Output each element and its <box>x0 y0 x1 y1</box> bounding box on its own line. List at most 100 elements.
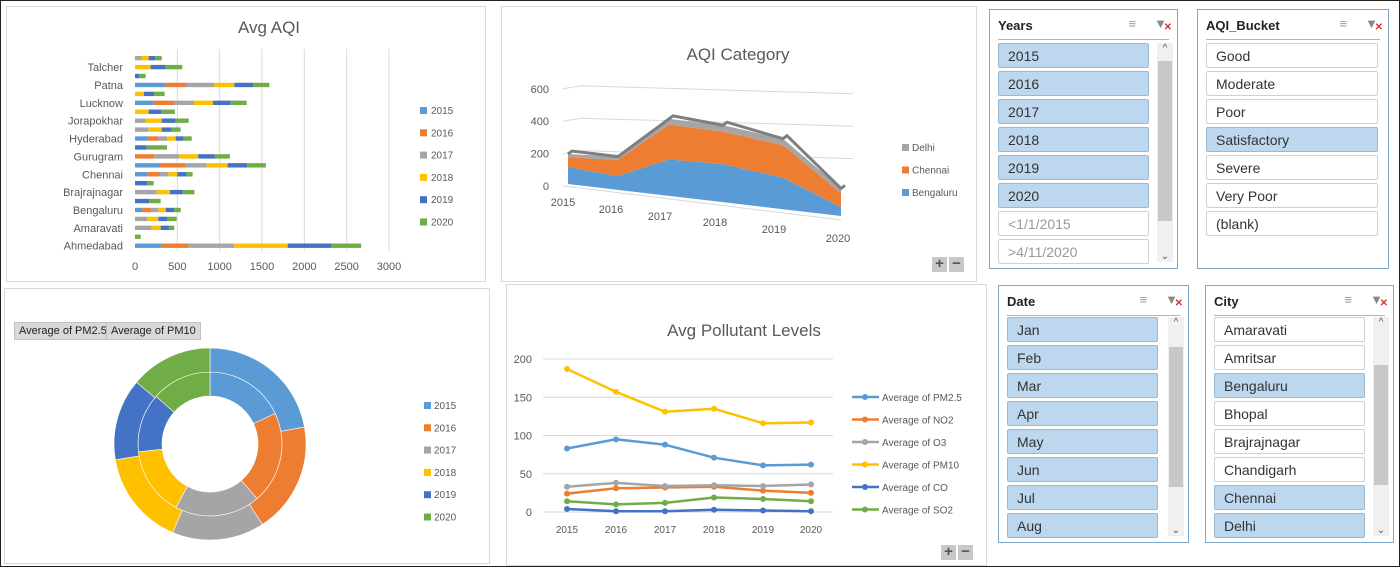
slicer-item[interactable]: <1/1/2015 <box>998 211 1149 236</box>
slicer-item[interactable]: 2019 <box>998 155 1149 180</box>
bar-segment <box>156 189 171 195</box>
slicer-item[interactable]: Bengaluru <box>1214 373 1365 398</box>
scrollbar-thumb[interactable] <box>1158 61 1172 221</box>
legend-label: Chennai <box>912 166 949 177</box>
legend-swatch <box>902 189 909 196</box>
slicer-item[interactable]: Feb <box>1007 345 1158 370</box>
chart-title: AQI Category <box>687 45 790 64</box>
scroll-up-icon[interactable]: ^ <box>1173 317 1179 328</box>
slicer-item[interactable]: Apr <box>1007 401 1158 426</box>
legend-marker <box>862 506 868 513</box>
slicer-item[interactable]: (blank) <box>1206 211 1378 236</box>
scrollbar[interactable]: ^ ⌄ <box>1168 317 1184 536</box>
slicer-item[interactable]: Chandigarh <box>1214 457 1365 482</box>
bar-segment <box>135 118 146 123</box>
expand-button[interactable]: + <box>941 544 956 560</box>
bar-segment <box>135 100 154 106</box>
bar-segment <box>185 163 207 168</box>
slicer-item[interactable]: Severe <box>1206 155 1378 180</box>
bar-segment <box>234 82 253 88</box>
data-point <box>662 482 668 489</box>
slicer-item[interactable]: Satisfactory <box>1206 127 1378 152</box>
x-tick-label: 2015 <box>556 525 579 536</box>
slicer-item[interactable]: Good <box>1206 43 1378 68</box>
scroll-up-icon[interactable]: ^ <box>1162 43 1168 54</box>
multi-select-icon[interactable]: ≡ <box>1339 16 1348 31</box>
slicer-item[interactable]: Poor <box>1206 99 1378 124</box>
slicer-item[interactable]: 2018 <box>998 127 1149 152</box>
legend-marker <box>862 461 868 468</box>
slicer-date: Date ≡ ▼ ✕ Jan Feb Mar Apr May Jun Jul Aug ^ ⌄ <box>998 285 1189 543</box>
data-point <box>711 405 717 412</box>
slicer-years: Years ≡ ▼ ✕ 2015 2016 2017 2018 2019 2020 <1/1/2… <box>989 9 1178 269</box>
data-point <box>564 483 570 490</box>
scrollbar[interactable]: ^ ⌄ <box>1373 317 1389 536</box>
bar-segment <box>150 64 166 70</box>
slicer-title: AQI_Bucket <box>1206 18 1280 33</box>
legend-swatch <box>424 468 431 476</box>
bar-segment <box>212 100 231 106</box>
slicer-item[interactable]: 2017 <box>998 99 1149 124</box>
clear-filter-icon[interactable]: ▼ ✕ <box>1154 16 1172 33</box>
slicer-item[interactable]: 2015 <box>998 43 1149 68</box>
collapse-button[interactable]: − <box>958 544 973 560</box>
scrollbar[interactable]: ^ ⌄ <box>1157 43 1173 262</box>
scrollbar-thumb[interactable] <box>1169 347 1183 487</box>
pivot-field-button-pm10[interactable]: Average of PM10 <box>106 322 201 340</box>
data-point <box>760 495 766 502</box>
bar-segment <box>161 127 172 132</box>
x-tick-label: 2017 <box>654 525 677 536</box>
avg-pollutant-levels-chart[interactable] <box>506 284 987 566</box>
slicer-item[interactable]: Aug <box>1007 513 1158 538</box>
x-tick-label: 2019 <box>762 224 786 236</box>
collapse-button[interactable]: − <box>949 256 964 272</box>
scroll-up-icon[interactable]: ^ <box>1378 317 1384 328</box>
slicer-item[interactable]: Very Poor <box>1206 183 1378 208</box>
divider <box>1206 39 1380 40</box>
slicer-item[interactable]: Jun <box>1007 457 1158 482</box>
bar-segment <box>287 243 332 248</box>
slicer-item[interactable]: Amaravati <box>1214 317 1365 342</box>
legend-label: Delhi <box>912 143 935 154</box>
bar-segment <box>165 207 175 213</box>
slicer-item[interactable]: Jan <box>1007 317 1158 342</box>
clear-filter-icon[interactable]: ▼ ✕ <box>1165 292 1183 309</box>
clear-filter-icon[interactable]: ▼ ✕ <box>1370 292 1388 309</box>
multi-select-icon[interactable]: ≡ <box>1344 292 1353 307</box>
bar-segment <box>183 136 192 141</box>
scroll-down-icon[interactable]: ⌄ <box>1171 525 1181 536</box>
slicer-item[interactable]: 2020 <box>998 183 1149 208</box>
multi-select-icon[interactable]: ≡ <box>1139 292 1148 307</box>
slicer-item[interactable]: Bhopal <box>1214 401 1365 426</box>
data-point <box>662 441 668 448</box>
slicer-item[interactable]: May <box>1007 429 1158 454</box>
bar-segment <box>135 172 148 177</box>
slicer-item[interactable]: Jul <box>1007 485 1158 510</box>
data-point <box>613 508 619 515</box>
legend-label: 2016 <box>431 128 454 139</box>
legend-label: Average of O3 <box>882 438 947 449</box>
pivot-field-button-pm25[interactable]: Average of PM2.5 <box>14 322 112 340</box>
scrollbar-thumb[interactable] <box>1374 365 1388 485</box>
expand-button[interactable]: + <box>932 256 947 272</box>
multi-select-icon[interactable]: ≡ <box>1128 16 1137 31</box>
slicer-item[interactable]: Delhi <box>1214 513 1365 538</box>
slicer-item[interactable]: Chennai <box>1214 485 1365 510</box>
line-series <box>566 367 812 425</box>
slicer-item[interactable]: Amritsar <box>1214 345 1365 370</box>
bar-segment <box>146 145 168 150</box>
slicer-item[interactable]: Brajrajnagar <box>1214 429 1365 454</box>
slicer-item[interactable]: 2016 <box>998 71 1149 96</box>
slicer-item[interactable]: >4/11/2020 <box>998 239 1149 264</box>
slicer-item[interactable]: Moderate <box>1206 71 1378 96</box>
x-tick-label: 2000 <box>292 261 316 273</box>
data-point <box>564 490 570 497</box>
slicer-item[interactable]: Mar <box>1007 373 1158 398</box>
y-tick-label: 0 <box>543 181 549 193</box>
avg-aqi-chart[interactable] <box>6 6 486 282</box>
clear-filter-icon[interactable]: ▼ ✕ <box>1365 16 1383 33</box>
scroll-down-icon[interactable]: ⌄ <box>1376 525 1386 536</box>
scroll-down-icon[interactable]: ⌄ <box>1160 251 1170 262</box>
bar-segment <box>155 55 162 61</box>
